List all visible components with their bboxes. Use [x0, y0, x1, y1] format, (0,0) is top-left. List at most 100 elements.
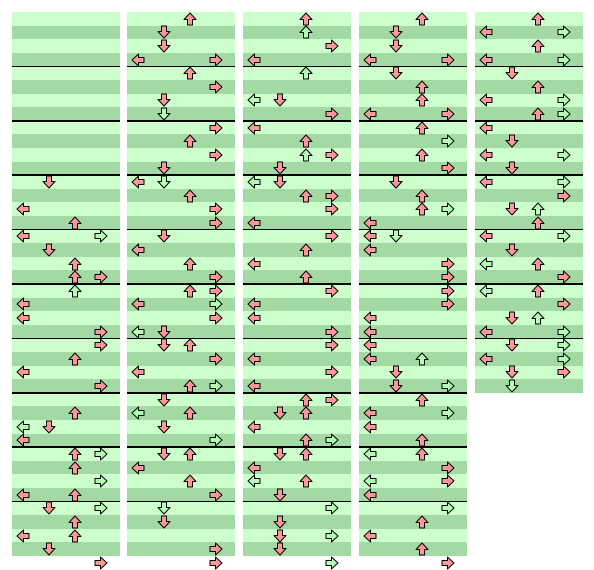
beat-stripe: [12, 474, 120, 488]
right-arrow-icon: [209, 542, 223, 556]
up-arrow-icon: [299, 393, 313, 407]
beat-stripe: [243, 420, 351, 434]
down-arrow-icon: [505, 379, 519, 393]
beat-stripe: [359, 243, 467, 257]
right-arrow-icon: [325, 148, 339, 162]
right-arrow-icon: [557, 148, 571, 162]
down-arrow-icon: [157, 338, 171, 352]
beat-stripe: [359, 270, 467, 284]
right-arrow-icon: [209, 433, 223, 447]
measure-line: [12, 446, 120, 448]
up-arrow-icon: [531, 202, 545, 216]
down-arrow-icon: [157, 161, 171, 175]
up-arrow-icon: [183, 474, 197, 488]
right-arrow-icon: [557, 25, 571, 39]
beat-stripe: [359, 188, 467, 203]
measure-line: [243, 283, 351, 285]
left-arrow-icon: [479, 175, 493, 189]
down-arrow-icon: [273, 406, 287, 420]
right-arrow-icon: [441, 270, 455, 284]
measure-line: [243, 228, 351, 231]
right-arrow-icon: [94, 325, 108, 339]
right-arrow-icon: [441, 161, 455, 175]
measure-line: [359, 500, 467, 503]
up-arrow-icon: [299, 270, 313, 284]
left-arrow-icon: [131, 365, 145, 379]
measure-line: [12, 228, 120, 231]
beat-stripe: [243, 256, 351, 271]
right-arrow-icon: [325, 229, 339, 243]
up-arrow-icon: [415, 80, 429, 94]
right-arrow-icon: [94, 379, 108, 393]
beat-stripe: [243, 52, 351, 67]
up-arrow-icon: [299, 474, 313, 488]
beat-stripe: [359, 297, 467, 312]
left-arrow-icon: [16, 202, 30, 216]
beat-stripe: [12, 311, 120, 325]
beat-stripe: [12, 161, 120, 176]
up-arrow-icon: [531, 39, 545, 53]
beat-stripe: [12, 542, 120, 556]
up-arrow-icon: [531, 107, 545, 121]
left-arrow-icon: [363, 338, 377, 352]
beat-stripe: [243, 216, 351, 230]
left-arrow-icon: [479, 325, 493, 339]
beat-stripe: [475, 148, 583, 162]
left-arrow-icon: [479, 284, 493, 298]
beat-stripe: [12, 188, 120, 203]
right-arrow-icon: [441, 556, 455, 570]
right-arrow-icon: [557, 53, 571, 67]
right-arrow-icon: [209, 352, 223, 366]
beat-stripe: [243, 229, 351, 244]
measure-line: [475, 228, 583, 231]
chart-column-2: [127, 12, 235, 570]
up-arrow-icon: [68, 515, 82, 529]
beat-stripe: [475, 243, 583, 257]
down-arrow-icon: [42, 542, 56, 556]
beat-stripe: [127, 120, 235, 135]
left-arrow-icon: [363, 311, 377, 325]
beat-stripe: [12, 365, 120, 380]
right-arrow-icon: [209, 202, 223, 216]
beat-stripe: [12, 202, 120, 216]
beat-stripe: [359, 175, 467, 189]
right-arrow-icon: [441, 379, 455, 393]
beat-stripe: [127, 474, 235, 488]
left-arrow-icon: [479, 229, 493, 243]
beat-stripe: [243, 80, 351, 94]
down-arrow-icon: [157, 25, 171, 39]
down-arrow-icon: [389, 175, 403, 189]
down-arrow-icon: [273, 161, 287, 175]
beat-stripe: [243, 161, 351, 176]
beat-stripe: [359, 420, 467, 434]
down-arrow-icon: [273, 93, 287, 107]
down-arrow-icon: [273, 529, 287, 543]
beat-stripe: [12, 447, 120, 461]
beat-stripe: [243, 365, 351, 380]
up-arrow-icon: [299, 148, 313, 162]
beat-stripe: [359, 379, 467, 393]
left-arrow-icon: [247, 461, 261, 475]
right-arrow-icon: [557, 270, 571, 284]
up-arrow-icon: [299, 66, 313, 80]
measure-line: [243, 446, 351, 448]
right-arrow-icon: [557, 175, 571, 189]
beat-stripe: [475, 256, 583, 271]
up-arrow-icon: [183, 284, 197, 298]
beat-stripe: [359, 460, 467, 475]
beat-stripe: [475, 175, 583, 189]
measure-line: [359, 228, 467, 231]
beat-stripe: [243, 338, 351, 352]
right-arrow-icon: [557, 297, 571, 311]
left-arrow-icon: [363, 352, 377, 366]
left-arrow-icon: [131, 461, 145, 475]
left-arrow-icon: [16, 529, 30, 543]
up-arrow-icon: [183, 134, 197, 148]
measure-line: [475, 283, 583, 285]
beat-stripe: [359, 66, 467, 80]
beat-stripe: [12, 175, 120, 189]
beat-stripe: [127, 515, 235, 529]
right-arrow-icon: [94, 556, 108, 570]
right-arrow-icon: [441, 53, 455, 67]
beat-stripe: [359, 52, 467, 67]
